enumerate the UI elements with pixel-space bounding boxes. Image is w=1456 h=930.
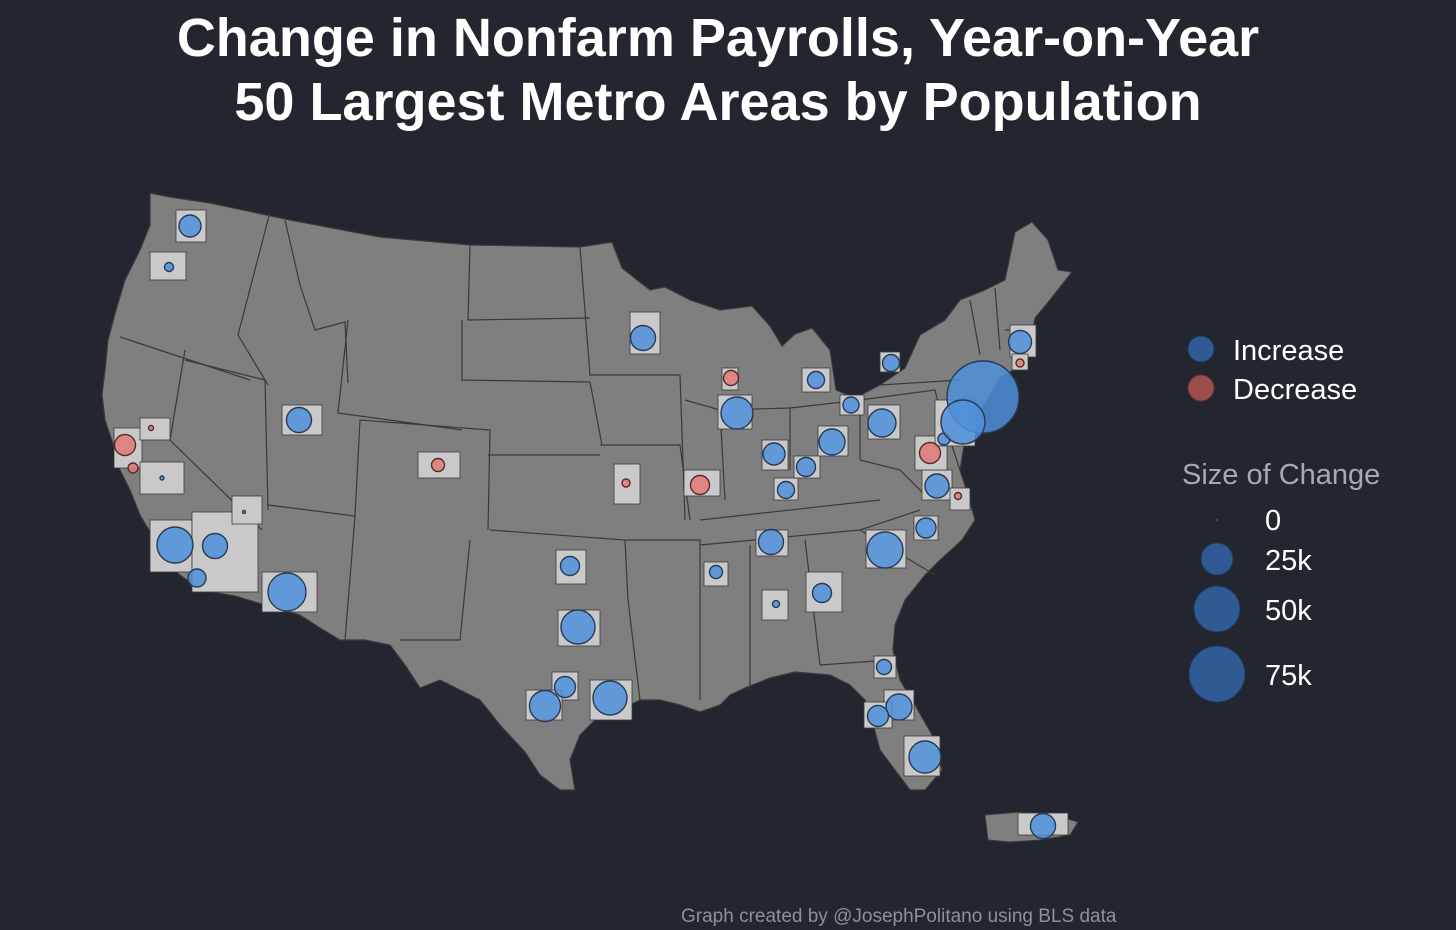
legend-size-0 (1216, 519, 1218, 521)
legend-label-increase: Increase (1233, 335, 1344, 367)
bubble-lasvegas (241, 509, 247, 515)
metro-shape-lasvegas (231, 495, 263, 525)
bubble-oklahoma (559, 555, 581, 577)
bubble-indy (762, 442, 786, 466)
bubble-seattle (178, 214, 202, 238)
legend-size-50k (1193, 585, 1241, 633)
bubble-detroit (806, 370, 826, 390)
bubble-charlotte (866, 531, 904, 569)
bubble-philadelphia (940, 399, 986, 445)
bubble-boston (1007, 329, 1033, 355)
bubble-cincinnati (795, 456, 817, 478)
bubble-richmond (924, 473, 950, 499)
bubble-sandiego (187, 568, 207, 588)
bubble-cleveland (842, 396, 860, 414)
legend-size-75k (1188, 645, 1246, 703)
bubble-sanjose-dec (127, 462, 139, 474)
bubble-pittsburgh (867, 408, 897, 438)
bubble-sanjuan (1029, 812, 1057, 840)
bubble-nashville (757, 528, 785, 556)
bubble-chicago (720, 396, 754, 430)
legend-size-label-25k: 25k (1265, 545, 1312, 577)
bubble-orlando (885, 693, 913, 721)
bubble-memphis (708, 564, 724, 580)
bubble-phoenix (267, 572, 307, 612)
bubble-minneapolis (629, 324, 657, 352)
legend-size-label-75k: 75k (1265, 660, 1312, 692)
bubble-buffalo (881, 353, 901, 373)
bubble-milwaukee (722, 369, 740, 387)
bubble-birmingham (771, 599, 781, 609)
bubble-sanjose (159, 475, 165, 481)
bubble-dc (918, 441, 942, 465)
bubble-tampa (866, 704, 890, 728)
title-line-2: 50 Largest Metro Areas by Population (234, 72, 1202, 132)
bubble-dallas (560, 609, 596, 645)
bubble-austin (553, 675, 577, 699)
bubble-riverside (201, 532, 229, 560)
bubble-kansascity (621, 478, 631, 488)
bubble-sacramento (147, 424, 155, 432)
bubble-saltlake (285, 406, 313, 434)
bubble-portland (163, 261, 175, 273)
bubble-houston (592, 680, 628, 716)
bubble-providence (1015, 358, 1025, 368)
credit-caption: Graph created by @JosephPolitano using B… (681, 906, 1117, 927)
map-title: Change in Nonfarm Payrolls, Year-on-Year… (0, 6, 1456, 134)
legend: Increase Decrease Size of Change 0 25k 5… (1182, 335, 1380, 703)
bubble-jacksonville (875, 658, 893, 676)
bubble-raleigh (915, 517, 937, 539)
bubble-la (156, 526, 194, 564)
bubble-miami (908, 740, 942, 774)
bubble-stlouis (689, 474, 711, 496)
legend-label-decrease: Decrease (1233, 374, 1357, 406)
legend-size-25k (1200, 542, 1234, 576)
bubble-louisville (776, 480, 796, 500)
legend-size-label-0: 0 (1265, 505, 1281, 537)
metro-bubbles (113, 214, 1057, 840)
bubble-columbus (818, 428, 846, 456)
bubble-atlanta (811, 582, 833, 604)
metro-shape-denver (417, 451, 461, 479)
legend-size-title: Size of Change (1182, 459, 1380, 491)
metro-shape-sacramento (139, 417, 171, 441)
legend-swatch-increase (1187, 335, 1215, 363)
bubble-virginiabeach (953, 491, 963, 501)
title-line-1: Change in Nonfarm Payrolls, Year-on-Year (176, 8, 1260, 68)
bubble-sanfrancisco (113, 433, 137, 457)
legend-swatch-decrease (1187, 374, 1215, 402)
bubble-sanantonio (528, 689, 562, 723)
bubble-denver (430, 457, 446, 473)
legend-size-label-50k: 50k (1265, 595, 1312, 627)
